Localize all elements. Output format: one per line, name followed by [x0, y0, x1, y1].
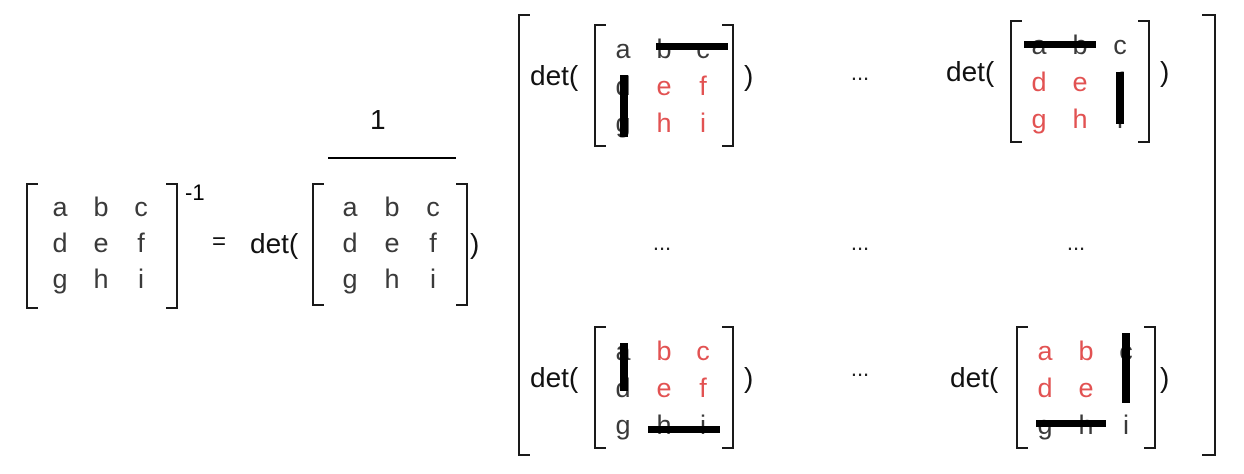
det-label: det( [530, 60, 579, 91]
column-strike-bar [620, 343, 628, 391]
row-strike-bar [1036, 420, 1106, 427]
ellipsis-middle-center: ... [850, 230, 870, 255]
entry-i: i [138, 264, 144, 294]
right-bracket [722, 24, 734, 147]
ellipsis-middle-left: ... [652, 230, 672, 255]
ellipsis-top-middle: ... [850, 60, 870, 85]
entry-e: e [384, 228, 400, 258]
entry-e-highlight: e [656, 373, 672, 403]
right-bracket [1138, 20, 1150, 143]
entry-e-highlight: e [1072, 67, 1088, 97]
entry-b-highlight: b [1078, 336, 1094, 366]
entry-b: b [384, 192, 400, 222]
left-bracket [26, 183, 38, 309]
left-bracket [594, 326, 606, 449]
entry-d: d [342, 228, 358, 258]
det-label: det( [950, 362, 999, 393]
ellipsis-middle-right: ... [1066, 230, 1086, 255]
entry-i: i [1123, 410, 1129, 440]
close-paren: ) [744, 60, 754, 91]
entry-a-highlight: a [1037, 336, 1053, 366]
entry-e-highlight: e [1078, 373, 1094, 403]
left-bracket [594, 24, 606, 147]
entry-c-highlight: c [696, 336, 710, 366]
entry-c: c [426, 192, 440, 222]
entry-a: a [52, 192, 68, 222]
row-strike-bar [648, 426, 720, 433]
outer-left-bracket [518, 14, 530, 456]
left-bracket [1016, 326, 1028, 449]
entry-f: f [429, 228, 437, 258]
entry-h-highlight: h [656, 108, 672, 138]
right-bracket [166, 183, 178, 309]
entry-c: c [134, 192, 148, 222]
entry-g: g [615, 410, 631, 440]
entry-f-highlight: f [699, 373, 707, 403]
entry-i-highlight: i [700, 108, 706, 138]
ellipsis-bottom-middle: ... [850, 356, 870, 381]
entry-g: g [52, 264, 68, 294]
entry-h-highlight: h [1072, 104, 1088, 134]
equals-sign: = [212, 228, 227, 255]
entry-d: d [52, 228, 68, 258]
fraction-line [328, 157, 456, 159]
entry-e-highlight: e [656, 71, 672, 101]
entry-i: i [700, 410, 706, 440]
left-bracket [312, 183, 324, 306]
entry-d-highlight: d [1031, 67, 1047, 97]
entry-f-highlight: f [699, 71, 707, 101]
entry-h: h [93, 264, 109, 294]
entry-h: h [384, 264, 400, 294]
close-paren: ) [744, 362, 754, 393]
column-strike-bar [620, 75, 628, 137]
det-label-main: det( [250, 228, 299, 259]
row-strike-bar [656, 43, 728, 50]
right-bracket [722, 326, 734, 449]
entry-g-highlight: g [1031, 104, 1047, 134]
det-label: det( [946, 56, 995, 87]
entry-a: a [342, 192, 358, 222]
det-close-paren: ) [470, 228, 480, 259]
right-bracket [456, 183, 468, 306]
entry-e: e [93, 228, 109, 258]
inverse-exponent: -1 [185, 180, 205, 205]
fraction-numerator: 1 [370, 104, 386, 135]
close-paren: ) [1160, 362, 1170, 393]
close-paren: ) [1160, 56, 1170, 87]
entry-b-highlight: b [656, 336, 672, 366]
column-strike-bar [1122, 333, 1130, 403]
entry-d-highlight: d [1037, 373, 1053, 403]
column-strike-bar [1116, 72, 1124, 124]
entry-f: f [137, 228, 145, 258]
entry-a: a [615, 34, 631, 64]
row-strike-bar [1024, 41, 1096, 48]
entry-i: i [430, 264, 436, 294]
det-label: det( [530, 362, 579, 393]
entry-g: g [342, 264, 358, 294]
right-bracket [1144, 326, 1156, 449]
entry-b: b [93, 192, 109, 222]
left-bracket [1010, 20, 1022, 143]
outer-right-bracket [1202, 14, 1216, 456]
entry-c: c [1113, 30, 1127, 60]
